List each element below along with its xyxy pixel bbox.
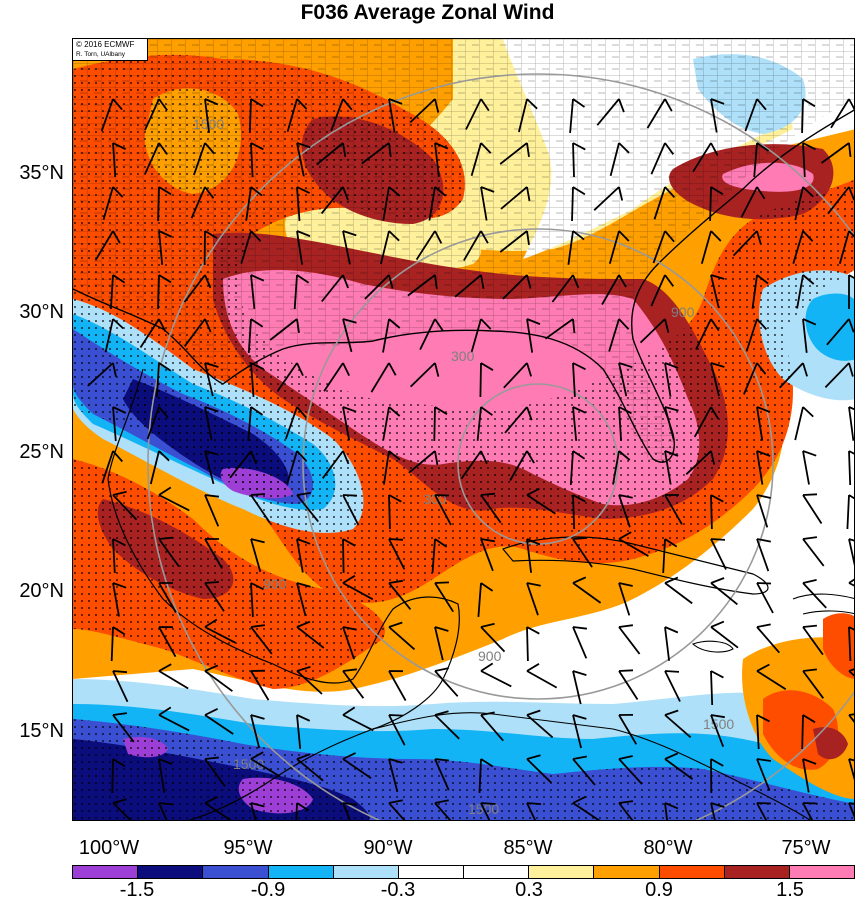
credit-line-1: © 2016 ECMWF xyxy=(76,40,144,50)
ring-label-300-b: 300 xyxy=(423,491,447,507)
ring-label-900-c: 900 xyxy=(263,576,287,592)
colorbar-segment xyxy=(660,866,725,878)
lon-label-75w: 75°W xyxy=(781,838,830,858)
lon-label-90w: 90°W xyxy=(363,838,412,858)
lon-label-85w: 85°W xyxy=(503,838,552,858)
colorbar-segment xyxy=(269,866,334,878)
colorbar-label-1: -1.5 xyxy=(120,880,154,900)
lat-label-15n: 15°N xyxy=(0,721,64,741)
colorbar-segment xyxy=(334,866,399,878)
colorbar-segment xyxy=(203,866,268,878)
lat-label-30n: 30°N xyxy=(0,302,64,322)
colorbar-label-5: 0.9 xyxy=(645,880,673,900)
colorbar-label-3: -0.3 xyxy=(381,880,415,900)
colorbar xyxy=(72,865,855,879)
lon-label-95w: 95°W xyxy=(223,838,272,858)
colorbar-segment xyxy=(594,866,659,878)
colorbar-segment xyxy=(399,866,464,878)
lat-label-20n: 20°N xyxy=(0,581,64,601)
colorbar-label-4: 0.3 xyxy=(515,880,543,900)
zonal-wind-map: 300 300 900 900 900 1500 1500 1500 1500 xyxy=(73,39,855,821)
colorbar-segment xyxy=(529,866,594,878)
colorbar-segment xyxy=(138,866,203,878)
ring-label-900: 900 xyxy=(671,304,695,320)
map-panel: 300 300 900 900 900 1500 1500 1500 1500 xyxy=(72,38,855,821)
colorbar-segment xyxy=(464,866,529,878)
credit-box: © 2016 ECMWF R. Torn, UAlbany xyxy=(72,38,148,61)
colorbar-label-2: -0.9 xyxy=(251,880,285,900)
lat-label-35n: 35°N xyxy=(0,163,64,183)
chart-title: F036 Average Zonal Wind xyxy=(0,0,855,30)
lat-label-25n: 25°N xyxy=(0,442,64,462)
colorbar-segment xyxy=(725,866,790,878)
colorbar-label-6: 1.5 xyxy=(776,880,804,900)
colorbar-segment xyxy=(790,866,854,878)
lon-label-80w: 80°W xyxy=(643,838,692,858)
ring-label-1500-b: 1500 xyxy=(703,716,734,732)
colorbar-segment xyxy=(73,866,138,878)
credit-line-2: R. Torn, UAlbany xyxy=(76,50,144,60)
lon-label-100w: 100°W xyxy=(79,838,139,858)
ring-label-900-b: 900 xyxy=(478,648,502,664)
ring-label-300: 300 xyxy=(451,348,475,364)
